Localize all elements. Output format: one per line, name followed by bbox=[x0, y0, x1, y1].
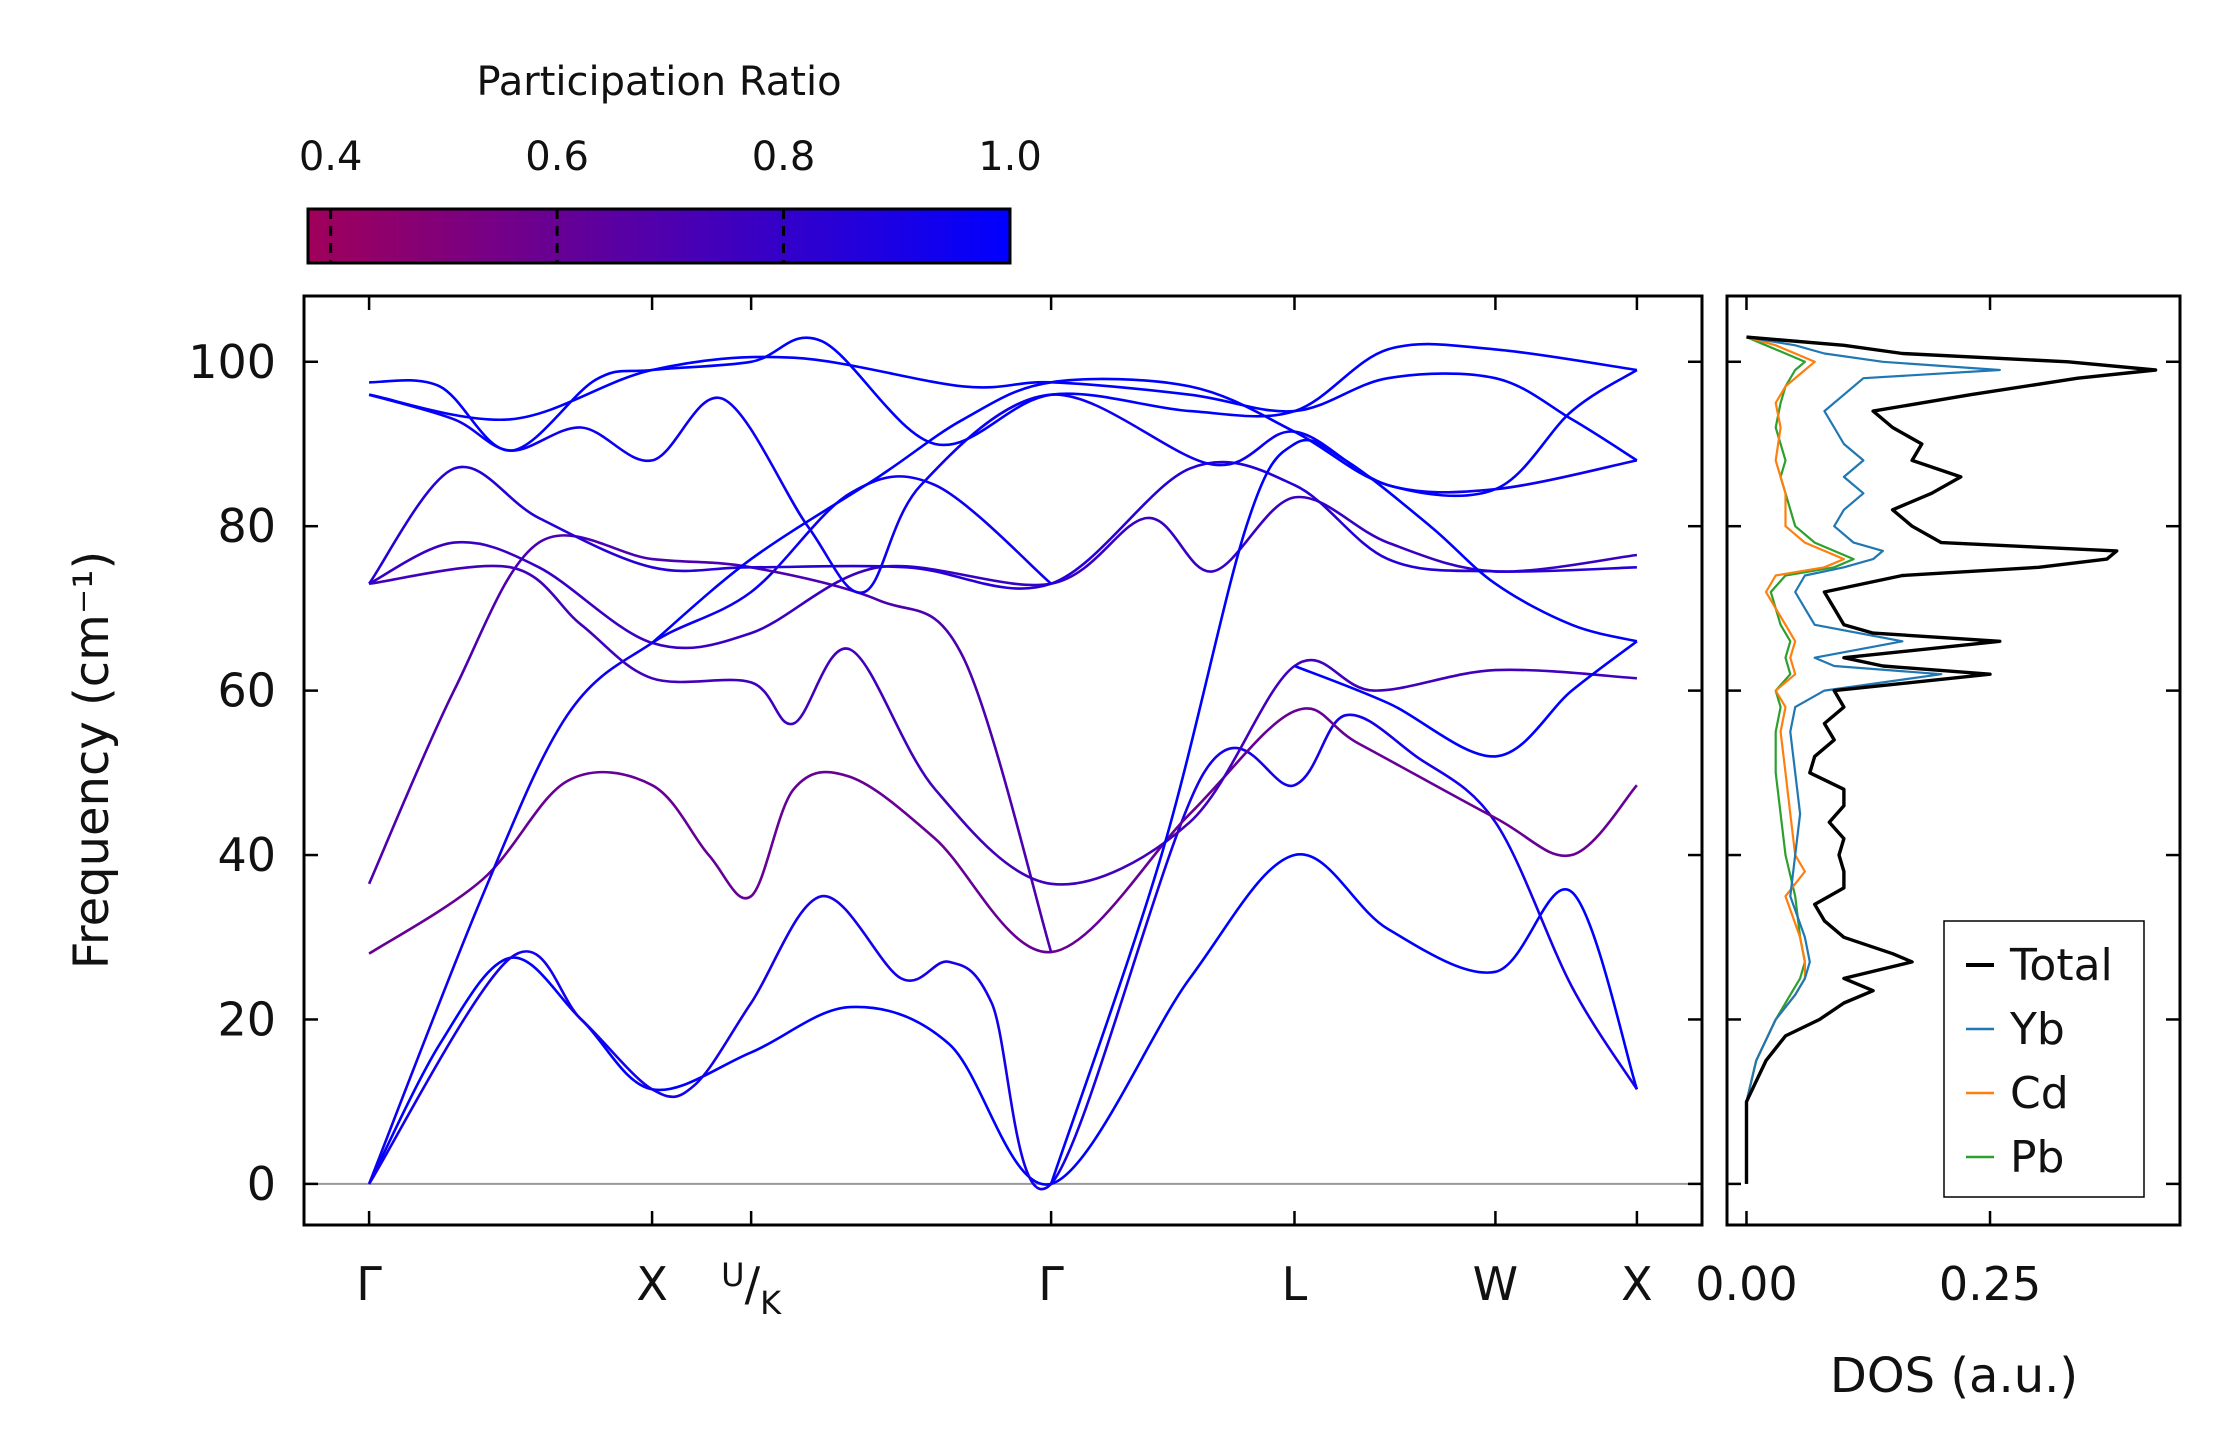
legend: Total Yb Cd Pb bbox=[1943, 920, 2145, 1198]
y-tick-label: 80 bbox=[217, 499, 276, 553]
y-tick-label: 0 bbox=[247, 1157, 276, 1211]
k-point-label: L bbox=[1282, 1257, 1308, 1311]
dos-line-yb bbox=[1745, 336, 2001, 1184]
dos-x-tick-label: 0.25 bbox=[1939, 1257, 2041, 1311]
phonon-branch-2 bbox=[367, 713, 1638, 1191]
phonon-branch-12 bbox=[1049, 438, 1638, 1185]
phonon-branch-8 bbox=[368, 460, 1637, 590]
dos-line-pb bbox=[1745, 336, 1855, 1184]
colorbar-tick-label: 1.0 bbox=[978, 134, 1042, 180]
y-axis-label: Frequency (cm⁻¹) bbox=[64, 551, 120, 969]
phonon-branch-11 bbox=[368, 355, 1638, 462]
k-point-label: X bbox=[636, 1257, 668, 1311]
k-point-label: U/K bbox=[721, 1256, 782, 1322]
colorbar-title: Participation Ratio bbox=[476, 59, 841, 105]
y-tick-label: 100 bbox=[188, 335, 276, 389]
k-point-label: Γ bbox=[1038, 1257, 1064, 1311]
dos-line-total bbox=[1744, 335, 2158, 1184]
phonon-branch-6 bbox=[368, 564, 1637, 886]
legend-label-yb: Yb bbox=[2009, 1004, 2065, 1055]
colorbar-tick-label: 0.6 bbox=[525, 134, 589, 180]
colorbar-gradient bbox=[306, 207, 1012, 265]
y-tick-label: 40 bbox=[217, 828, 276, 882]
k-point-label: W bbox=[1473, 1257, 1518, 1311]
phonon-branch-14 bbox=[1294, 640, 1638, 758]
y-tick-label: 60 bbox=[217, 664, 276, 718]
phonon-branch-13 bbox=[651, 368, 1638, 644]
legend-label-cd: Cd bbox=[2010, 1068, 2069, 1119]
x-axis-label: DOS (a.u.) bbox=[1830, 1348, 2078, 1404]
k-point-label: X bbox=[1621, 1257, 1653, 1311]
k-point-label: Γ bbox=[356, 1257, 382, 1311]
phonon-branch-10 bbox=[369, 336, 1638, 452]
phonon-branch-5 bbox=[367, 534, 1053, 953]
dos-panel: 0.00 0.25 DOS (a.u.) Total Yb Cd Pb bbox=[1695, 294, 2182, 1404]
legend-label-total: Total bbox=[2009, 940, 2113, 991]
phonon-branch-7 bbox=[368, 495, 1638, 650]
band-structure-panel: 0 20 40 60 80 100 Γ X U/K Γ L W X Frequency (cm⁻¹) bbox=[64, 294, 1704, 1322]
colorbar-tick-label: 0.4 bbox=[299, 134, 363, 180]
dos-plot-frame bbox=[1725, 294, 2182, 1227]
phonon-branch-1 bbox=[367, 853, 1639, 1186]
phonon-branch-3 bbox=[368, 707, 1638, 955]
phonon-branch-4 bbox=[367, 475, 1052, 1185]
colorbar-tick-label: 0.8 bbox=[752, 134, 816, 180]
dos-line-cd bbox=[1745, 336, 1845, 1184]
dos-x-tick-label: 0.00 bbox=[1695, 1257, 1797, 1311]
legend-label-pb: Pb bbox=[2010, 1132, 2064, 1183]
band-plot-frame bbox=[302, 294, 1704, 1227]
y-tick-label: 20 bbox=[217, 992, 276, 1046]
colorbar: Participation Ratio 0.4 0.6 0.8 1.0 bbox=[299, 59, 1042, 265]
